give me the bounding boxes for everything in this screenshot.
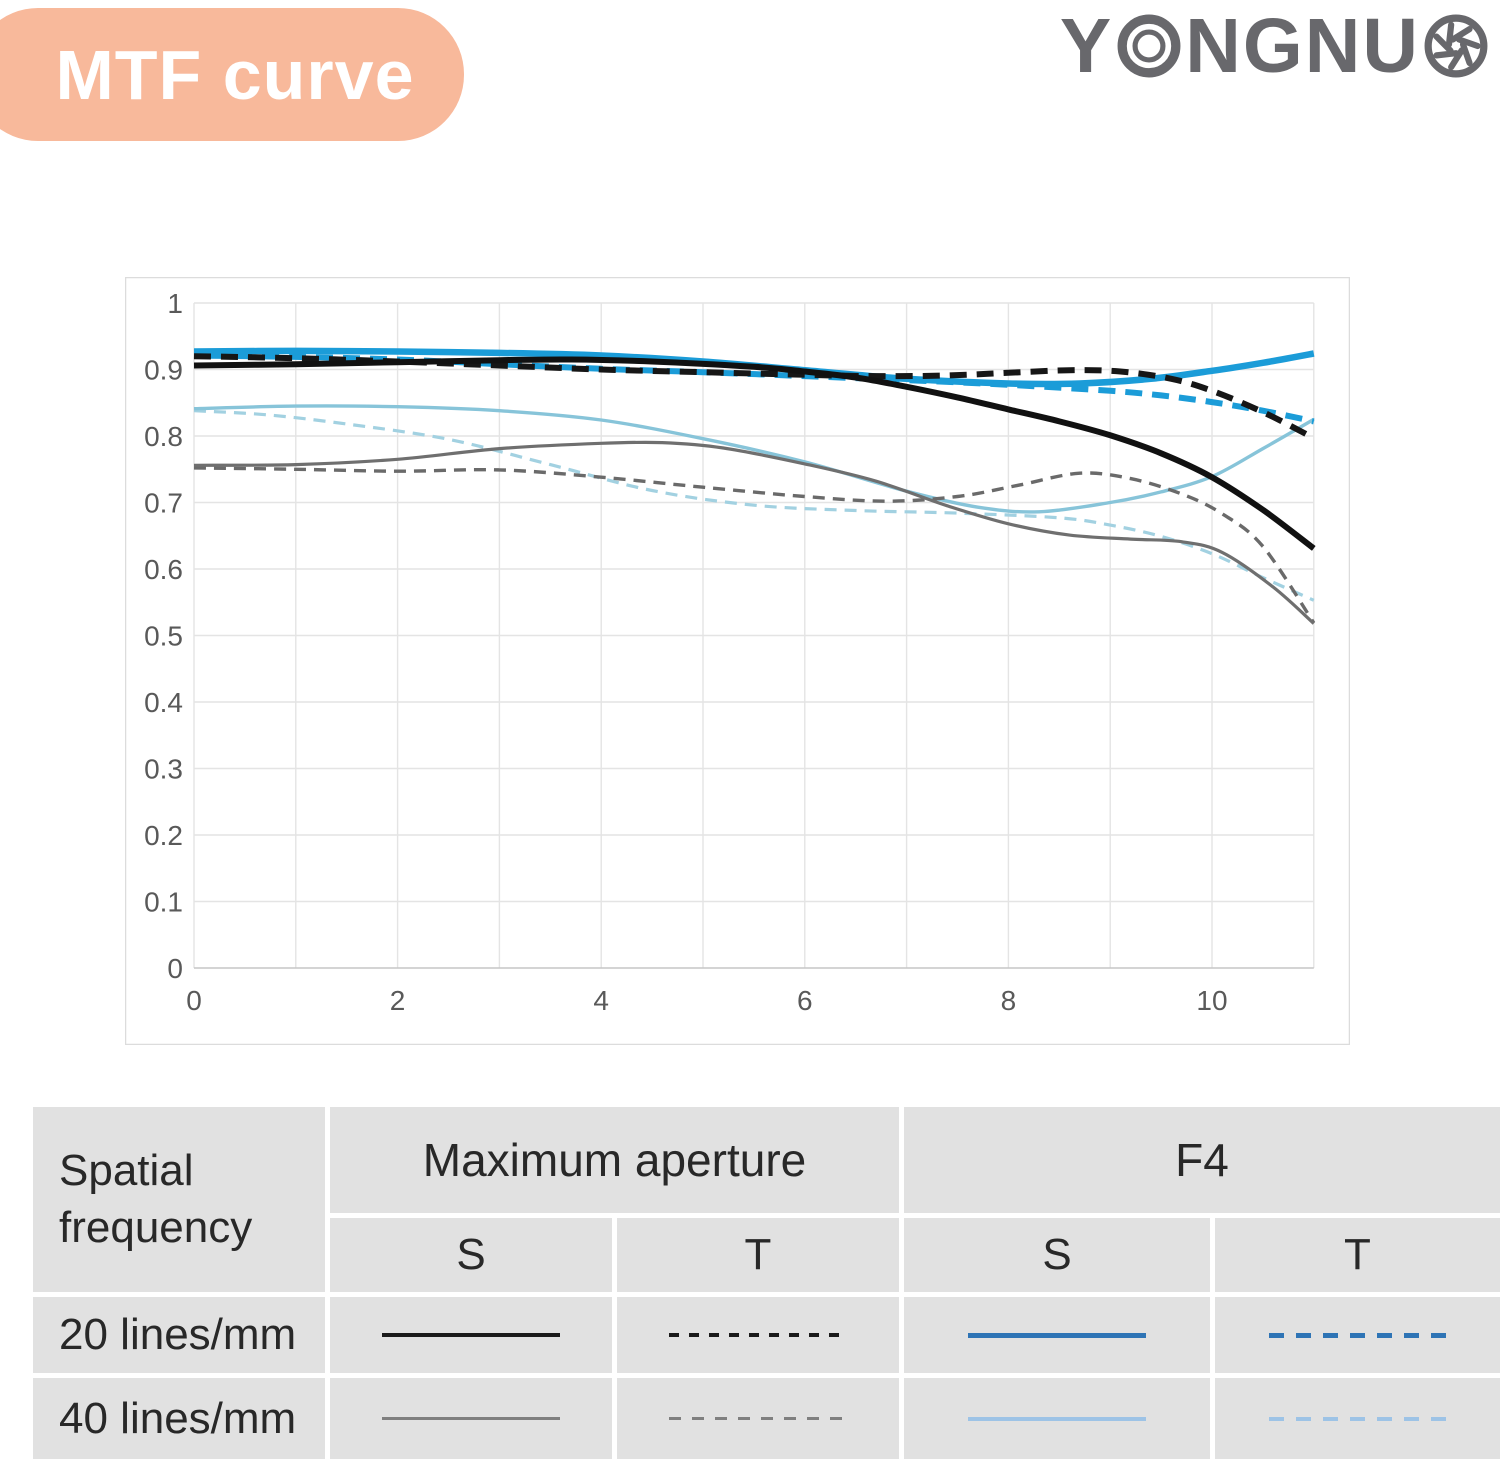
line-sample-max-s-20 (382, 1333, 560, 1337)
title-pill: MTF curve (0, 8, 464, 141)
mtf-chart: 1 0.9 0.8 0.7 0.6 0.5 0.4 0.3 0.2 0.1 0 0 2 4 6 8 10 (125, 277, 1350, 1045)
svg-text:0: 0 (167, 953, 183, 984)
sample-cell (1215, 1378, 1500, 1459)
line-sample-max-t-20 (669, 1333, 847, 1337)
svg-text:0.2: 0.2 (144, 820, 183, 851)
svg-text:0.3: 0.3 (144, 754, 183, 785)
svg-text:0.8: 0.8 (144, 421, 183, 452)
subheader-f4-t: T (1215, 1218, 1500, 1292)
brand-text-ngnu: NGNU (1185, 2, 1420, 89)
line-sample-f4-s-20 (968, 1332, 1146, 1338)
svg-text:2: 2 (390, 985, 406, 1016)
sample-cell (1215, 1297, 1500, 1373)
group-header-f4: F4 (904, 1107, 1500, 1213)
svg-text:0.5: 0.5 (144, 621, 183, 652)
svg-text:1: 1 (167, 288, 183, 319)
line-sample-f4-t-40 (1268, 1416, 1447, 1421)
svg-text:0.7: 0.7 (144, 488, 183, 519)
svg-text:0.6: 0.6 (144, 554, 183, 585)
svg-text:10: 10 (1196, 985, 1227, 1016)
sample-cell (330, 1378, 612, 1459)
sample-cell (617, 1297, 899, 1373)
row-label-40-lines: 40 lines/mm (33, 1378, 325, 1459)
brand-logo: Y NGNU (998, 2, 1490, 89)
line-sample-f4-s-40 (968, 1416, 1146, 1421)
svg-text:0.1: 0.1 (144, 887, 183, 918)
mtf-chart-svg: 1 0.9 0.8 0.7 0.6 0.5 0.4 0.3 0.2 0.1 00 2 4 6 8 10 (125, 277, 1350, 1045)
line-sample-f4-t-20 (1268, 1332, 1447, 1338)
sample-cell (617, 1378, 899, 1459)
sample-cell (904, 1378, 1210, 1459)
line-sample-max-s-40 (382, 1417, 560, 1420)
line-sample-max-t-40 (669, 1417, 847, 1420)
svg-text:0.4: 0.4 (144, 687, 183, 718)
curve-maximum-aperture-s-20-lines-mm (193, 356, 1316, 551)
table-corner-cell: Spatial frequency (33, 1107, 325, 1292)
curve-maximum-aperture-t-40-lines-mm (193, 466, 1316, 624)
legend-table: Spatial frequency Maximum aperture F4 S … (33, 1107, 1500, 1459)
aperture-icon (1424, 14, 1488, 78)
svg-text:0: 0 (186, 985, 202, 1016)
row-label-20-lines: 20 lines/mm (33, 1297, 325, 1373)
brand-text-y: Y (1059, 2, 1114, 89)
page-title: MTF curve (55, 35, 415, 114)
sample-cell (904, 1297, 1210, 1373)
sample-cell (330, 1297, 612, 1373)
svg-text:6: 6 (797, 985, 813, 1016)
subheader-max-s: S (330, 1218, 612, 1292)
corner-label: Spatial frequency (59, 1146, 253, 1252)
curve-maximum-aperture-s-40-lines-mm (193, 440, 1315, 625)
svg-text:4: 4 (593, 985, 609, 1016)
subheader-f4-s: S (904, 1218, 1210, 1292)
svg-text:0.9: 0.9 (144, 355, 183, 386)
group-header-max-aperture: Maximum aperture (330, 1107, 899, 1213)
svg-text:8: 8 (1001, 985, 1017, 1016)
lens-ring-icon (1117, 14, 1181, 78)
subheader-max-t: T (617, 1218, 899, 1292)
